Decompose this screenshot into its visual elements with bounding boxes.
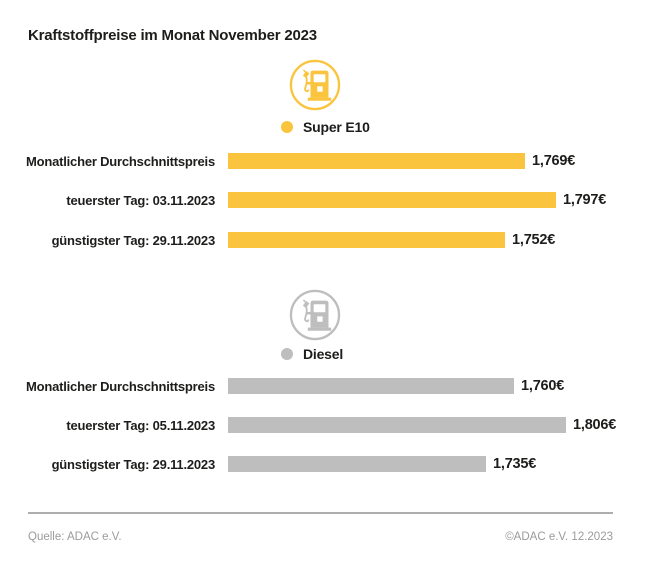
fuel-pump-icon-svg bbox=[289, 289, 341, 341]
fuel-pump-icon bbox=[288, 58, 342, 112]
legend-diesel: Diesel bbox=[281, 346, 344, 362]
bar-super-e10-average bbox=[228, 153, 525, 169]
fuel-pump-icon-svg bbox=[289, 59, 341, 111]
bar-value: 1,760€ bbox=[521, 378, 565, 394]
bar-label: günstigster Tag: 29.11.2023 bbox=[51, 456, 216, 472]
legend-dot-diesel bbox=[281, 348, 293, 360]
footer-divider bbox=[28, 512, 613, 514]
legend-label-diesel: Diesel bbox=[303, 346, 344, 362]
source-note: Quelle: ADAC e.V. bbox=[28, 531, 122, 543]
bar-row-diesel-average: Monatlicher Durchschnittspreis 1,760€ bbox=[0, 378, 564, 394]
bar-label: Monatlicher Durchschnittspreis bbox=[25, 153, 215, 169]
bar-row-super-e10-max: teuerster Tag: 03.11.2023 1,797€ bbox=[0, 192, 606, 208]
bar-label: teuerster Tag: 05.11.2023 bbox=[66, 417, 215, 433]
bar-label: günstigster Tag: 29.11.2023 bbox=[51, 232, 216, 248]
bar-row-super-e10-min: günstigster Tag: 29.11.2023 1,752€ bbox=[0, 232, 555, 248]
bar-value: 1,806€ bbox=[573, 417, 617, 433]
bar-label: teuerster Tag: 03.11.2023 bbox=[66, 192, 215, 208]
bar-row-diesel-min: günstigster Tag: 29.11.2023 1,735€ bbox=[0, 456, 536, 472]
fuel-pump-icon bbox=[288, 288, 342, 342]
page-title: Kraftstoffpreise im Monat November 2023 bbox=[28, 27, 317, 44]
bar-diesel-average bbox=[228, 378, 514, 394]
bar-diesel-min bbox=[228, 456, 486, 472]
legend-super-e10: Super E10 bbox=[281, 119, 370, 135]
bar-row-diesel-max: teuerster Tag: 05.11.2023 1,806€ bbox=[0, 417, 616, 433]
bar-super-e10-max bbox=[228, 192, 556, 208]
copyright-note: ©ADAC e.V. 12.2023 bbox=[505, 531, 613, 543]
bar-value: 1,769€ bbox=[532, 153, 576, 169]
bar-value: 1,752€ bbox=[512, 232, 556, 248]
bar-label: Monatlicher Durchschnittspreis bbox=[25, 378, 215, 394]
legend-dot-super-e10 bbox=[281, 121, 293, 133]
legend-label-super-e10: Super E10 bbox=[303, 119, 370, 135]
bar-value: 1,735€ bbox=[493, 456, 537, 472]
bar-diesel-max bbox=[228, 417, 566, 433]
bar-value: 1,797€ bbox=[563, 192, 607, 208]
bar-row-super-e10-average: Monatlicher Durchschnittspreis 1,769€ bbox=[0, 153, 575, 169]
bar-super-e10-min bbox=[228, 232, 505, 248]
